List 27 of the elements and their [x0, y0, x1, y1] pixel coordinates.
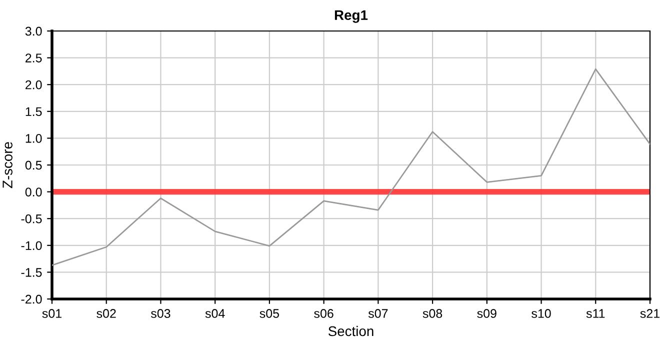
y-tick-label: -1.5 — [21, 268, 42, 277]
y-tick-label: 0.5 — [25, 160, 42, 170]
y-tick-label: -2.0 — [21, 294, 42, 304]
x-tick-label: s05 — [260, 309, 280, 318]
y-tick-label: 0.0 — [25, 188, 42, 196]
x-tick-label: s06 — [314, 309, 334, 318]
x-axis-title: Section — [328, 326, 374, 336]
x-tick-label: s08 — [422, 309, 442, 318]
y-tick-label: 1.0 — [26, 134, 42, 143]
x-tick-label: s03 — [151, 309, 170, 318]
line-series — [52, 68, 650, 266]
x-tick-label: s02 — [96, 309, 116, 318]
x-tick-label: s09 — [477, 309, 496, 318]
y-tick-label: -1.0 — [21, 241, 42, 250]
x-tick-label: s21 — [640, 309, 660, 318]
y-axis-title: Z-score — [2, 142, 12, 188]
y-tick-label: -0.5 — [21, 214, 42, 224]
x-tick-label: s11 — [586, 309, 605, 318]
y-tick-label: 3.0 — [25, 26, 42, 36]
chart-title: Reg1 — [334, 10, 368, 23]
x-tick-label: s10 — [532, 309, 551, 318]
x-tick-label: s01 — [42, 309, 62, 318]
x-tick-label: s07 — [368, 309, 388, 318]
y-tick-label: 2.5 — [26, 54, 42, 62]
x-tick-label: s04 — [205, 309, 225, 318]
y-tick-label: 1.5 — [26, 107, 42, 116]
y-tick-label: 2.0 — [26, 80, 42, 90]
